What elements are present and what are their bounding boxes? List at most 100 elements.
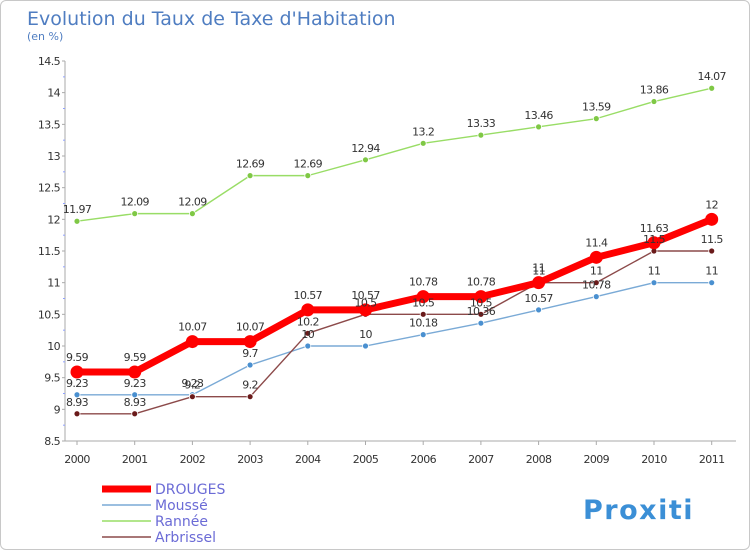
legend-label: Arbrissel (155, 530, 216, 546)
series-line (76, 87, 713, 222)
data-point (474, 290, 488, 304)
data-label: 11 (705, 265, 718, 278)
series-2 (73, 84, 716, 225)
data-label: 11.63 (640, 222, 669, 235)
series-1 (73, 279, 716, 399)
data-point (708, 247, 716, 255)
x-tick-label: 2006 (410, 453, 436, 466)
legend-item: Moussé (102, 498, 208, 514)
data-label: 10.18 (409, 317, 438, 330)
data-point (128, 365, 142, 379)
x-tick-label: 2007 (468, 453, 494, 466)
data-label: 13.2 (412, 125, 434, 138)
data-label: 8.93 (66, 396, 89, 409)
chart-title: Evolution du Taux de Taxe d'Habitation (27, 8, 396, 30)
x-tick-label: 2008 (526, 453, 552, 466)
data-label: 10.78 (582, 279, 611, 292)
data-point (650, 279, 658, 287)
data-point (304, 329, 312, 337)
data-point (359, 303, 372, 317)
chart-subtitle: (en %) (27, 30, 63, 43)
y-tick-label: 14 (47, 87, 60, 100)
data-label: 10.36 (467, 305, 496, 318)
data-point (131, 391, 139, 399)
y-tick-label: 9.5 (44, 372, 60, 385)
data-label: 10.5 (354, 296, 377, 309)
data-label: 11 (532, 262, 545, 275)
data-point (70, 365, 84, 379)
data-label: 10.57 (524, 292, 553, 305)
data-label: 11 (648, 265, 661, 278)
proxiti-logo: Proxiti (583, 495, 694, 526)
x-tick-label: 2009 (583, 453, 609, 466)
x-tick-label: 2005 (353, 453, 379, 466)
data-label: 9.59 (124, 351, 147, 364)
data-point (532, 276, 546, 290)
logo-text: Proxiti (583, 495, 694, 526)
data-label: 12.69 (294, 158, 323, 171)
legend-label: Rannée (155, 514, 208, 530)
data-point (647, 236, 661, 250)
data-label: 10 (359, 328, 372, 341)
series-line (73, 215, 716, 376)
data-point (131, 410, 139, 418)
data-label: 12.69 (236, 158, 265, 171)
series-line (76, 250, 713, 415)
data-point (246, 361, 254, 369)
series-0 (70, 212, 719, 379)
data-point (304, 342, 312, 350)
data-label: 10.07 (236, 321, 265, 334)
data-point (592, 293, 600, 301)
y-tick-label: 11 (47, 277, 60, 290)
y-tick-label: 13 (47, 150, 60, 163)
data-point (301, 303, 315, 317)
data-point (477, 319, 485, 327)
data-point (131, 210, 139, 218)
y-tick-label: 11.5 (38, 245, 61, 258)
data-label: 8.93 (124, 396, 147, 409)
legend-item: Arbrissel (102, 530, 216, 546)
y-tick-label: 13.5 (38, 118, 61, 131)
y-tick-label: 9 (54, 403, 61, 416)
data-label: 11.97 (63, 203, 92, 216)
data-point (416, 290, 430, 304)
data-label: 9.23 (124, 377, 147, 390)
data-label: 12.09 (178, 196, 207, 209)
data-point (188, 393, 196, 401)
data-label: 10.5 (412, 296, 435, 309)
data-point (304, 172, 312, 180)
x-tick-label: 2010 (641, 453, 667, 466)
data-label: 12.09 (120, 196, 149, 209)
data-label: 11.4 (585, 236, 608, 249)
data-point (73, 391, 81, 399)
y-tick-label: 14.5 (38, 55, 61, 68)
data-label: 9.59 (66, 351, 89, 364)
data-label: 13.33 (467, 117, 496, 130)
data-label: 10.78 (409, 276, 438, 289)
data-point (419, 331, 427, 339)
x-tick-label: 2004 (295, 453, 321, 466)
data-label: 11 (590, 265, 603, 278)
data-label: 11.5 (701, 233, 724, 246)
data-label: 10.57 (351, 289, 380, 302)
data-point (73, 217, 81, 225)
data-label: 10.5 (470, 296, 493, 309)
data-point (477, 131, 485, 139)
data-label: 12.94 (351, 142, 380, 155)
data-point (477, 310, 485, 318)
data-point (708, 279, 716, 287)
data-label: 10.07 (178, 321, 207, 334)
data-label: 10.78 (467, 276, 496, 289)
legend-item: Rannée (102, 514, 208, 530)
data-point (419, 310, 427, 318)
y-tick-label: 12 (47, 213, 60, 226)
data-point (535, 123, 542, 131)
data-point (246, 393, 254, 401)
data-label: 10.2 (297, 315, 319, 328)
series-line (76, 281, 713, 396)
data-label: 11.5 (643, 233, 666, 246)
x-tick-label: 2011 (699, 453, 725, 466)
